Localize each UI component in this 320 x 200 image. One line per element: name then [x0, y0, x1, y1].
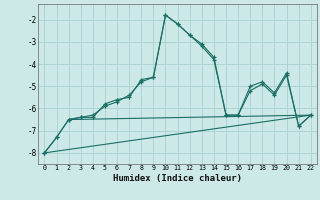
X-axis label: Humidex (Indice chaleur): Humidex (Indice chaleur) [113, 174, 242, 183]
